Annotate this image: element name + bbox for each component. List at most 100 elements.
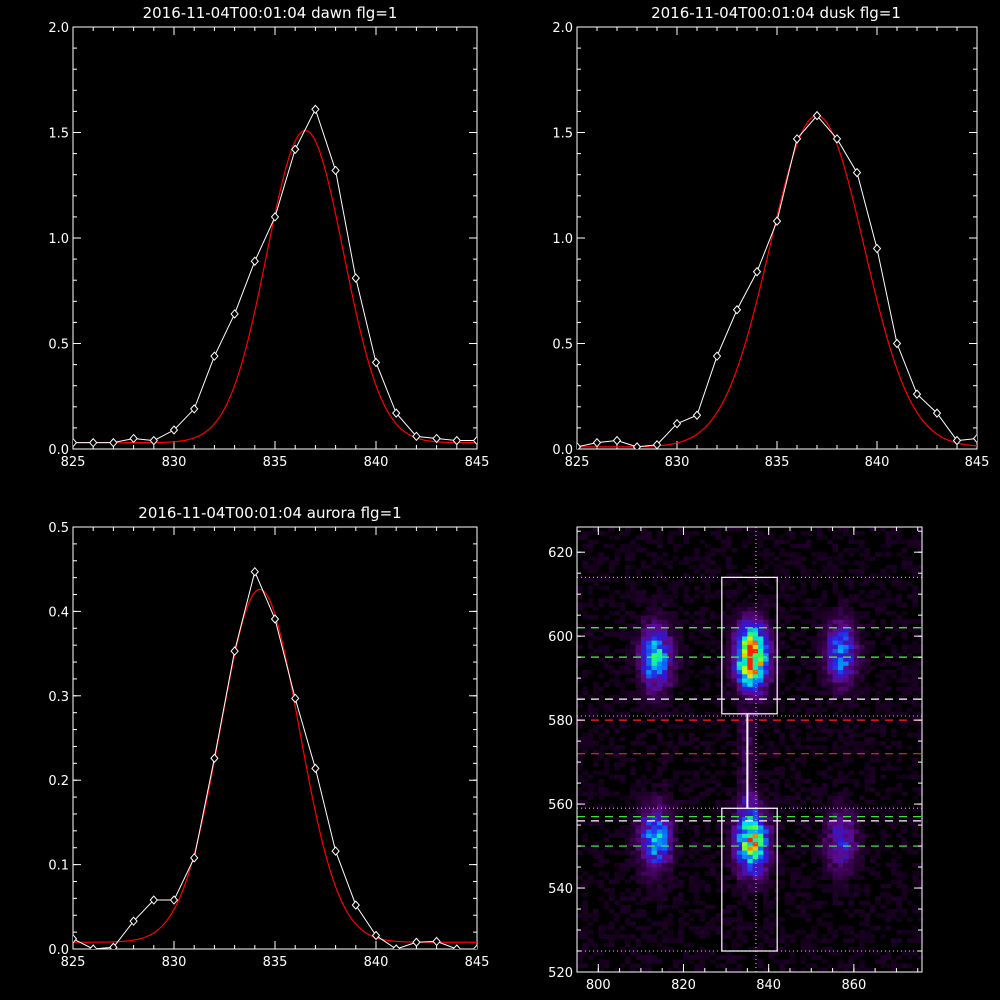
heatmap-cell — [630, 636, 636, 641]
heatmap-cell — [907, 568, 913, 574]
heatmap-cell — [704, 837, 711, 843]
heatmap-cell — [853, 665, 860, 671]
heatmap-cell — [912, 715, 919, 721]
heatmap-cell — [614, 762, 620, 767]
heatmap-cell — [901, 825, 908, 830]
heatmap-cell — [917, 543, 924, 549]
heatmap-cell — [630, 598, 636, 603]
heatmap-cell — [885, 820, 892, 826]
heatmap-cell — [726, 862, 732, 868]
heatmap-cell — [869, 904, 876, 910]
heatmap-cell — [577, 753, 583, 759]
heatmap-cell — [662, 720, 668, 725]
heatmap-cell — [768, 531, 775, 536]
heatmap-cell — [848, 900, 855, 906]
heatmap-cell — [848, 925, 855, 931]
heatmap-cell — [907, 846, 913, 851]
heatmap-cell — [747, 774, 753, 780]
heatmap-cell — [758, 665, 764, 671]
heatmap-cell — [608, 527, 615, 532]
heatmap-cell — [667, 699, 674, 704]
heatmap-cell — [917, 732, 924, 738]
heatmap-cell — [640, 707, 647, 713]
heatmap-cell — [736, 829, 743, 834]
heatmap-cell — [608, 741, 615, 746]
heatmap-cell — [912, 686, 919, 692]
heatmap-cell — [896, 619, 903, 624]
heatmap-cell — [731, 808, 738, 813]
heatmap-cell — [779, 862, 785, 868]
heatmap-cell — [875, 724, 881, 729]
heatmap-cell — [827, 648, 833, 654]
heatmap-cell — [635, 925, 642, 931]
heatmap-cell — [726, 694, 732, 700]
heatmap-cell — [880, 690, 887, 696]
heatmap-cell — [587, 787, 594, 792]
heatmap-cell — [582, 930, 588, 935]
heatmap-cell — [848, 825, 855, 830]
heatmap-cell — [758, 690, 764, 696]
heatmap-cell — [598, 732, 604, 738]
heatmap-cell — [646, 795, 652, 801]
heatmap-cell — [704, 732, 711, 738]
heatmap-cell — [885, 594, 892, 599]
heatmap-cell — [688, 631, 695, 637]
heatmap-cell — [614, 833, 620, 838]
heatmap-cell — [758, 652, 764, 658]
heatmap-cell — [656, 594, 663, 599]
heatmap-cell — [885, 531, 892, 536]
heatmap-cell — [678, 871, 684, 876]
heatmap-cell — [614, 535, 620, 540]
heatmap-cell — [640, 791, 647, 796]
heatmap-cell — [608, 631, 615, 637]
heatmap-cell — [848, 585, 855, 591]
heatmap-cell — [614, 577, 620, 582]
heatmap-cell — [646, 829, 652, 834]
heatmap-cell — [843, 581, 849, 587]
heatmap-cell — [917, 669, 924, 675]
heatmap-cell — [779, 946, 785, 952]
heatmap-cell — [907, 745, 913, 750]
heatmap-cell — [694, 967, 700, 973]
heatmap-cell — [827, 631, 833, 637]
heatmap-cell — [747, 568, 753, 574]
heatmap-cell — [624, 799, 631, 805]
heatmap-cell — [720, 552, 727, 557]
heatmap-cell — [667, 913, 674, 918]
heatmap-cell — [763, 661, 769, 666]
heatmap-cell — [694, 585, 700, 591]
heatmap-cell — [726, 837, 732, 843]
heatmap-cell — [816, 791, 823, 796]
heatmap-cell — [662, 795, 668, 801]
heatmap-cell — [614, 745, 620, 750]
heatmap-cell — [577, 535, 583, 540]
heatmap-cell — [763, 707, 769, 713]
heatmap-cell — [763, 694, 769, 700]
heatmap-cell — [630, 648, 636, 654]
heatmap-cell — [694, 825, 700, 830]
heatmap-cell — [747, 736, 753, 742]
heatmap-cell — [880, 682, 887, 687]
heatmap-cell — [901, 791, 908, 796]
heatmap-cell — [853, 623, 860, 629]
heatmap-cell — [577, 602, 583, 608]
heatmap-cell — [821, 631, 828, 637]
heatmap-cell — [662, 741, 668, 746]
heatmap-cell — [731, 564, 738, 570]
heatmap-cell — [667, 581, 674, 587]
heatmap-cell — [859, 753, 865, 759]
heatmap-cell — [758, 543, 764, 549]
heatmap-cell — [736, 636, 743, 641]
heatmap-cell — [875, 875, 881, 880]
heatmap-cell — [731, 820, 738, 826]
heatmap-cell — [603, 745, 610, 750]
heatmap-cell — [800, 833, 807, 838]
heatmap-cell — [726, 606, 732, 612]
heatmap-cell — [885, 808, 892, 813]
heatmap-cell — [768, 904, 775, 910]
heatmap-cell — [731, 825, 738, 830]
heatmap-cell — [667, 619, 674, 624]
heatmap-cell — [747, 757, 753, 763]
heatmap-cell — [837, 703, 844, 708]
heatmap-cell — [837, 652, 844, 658]
